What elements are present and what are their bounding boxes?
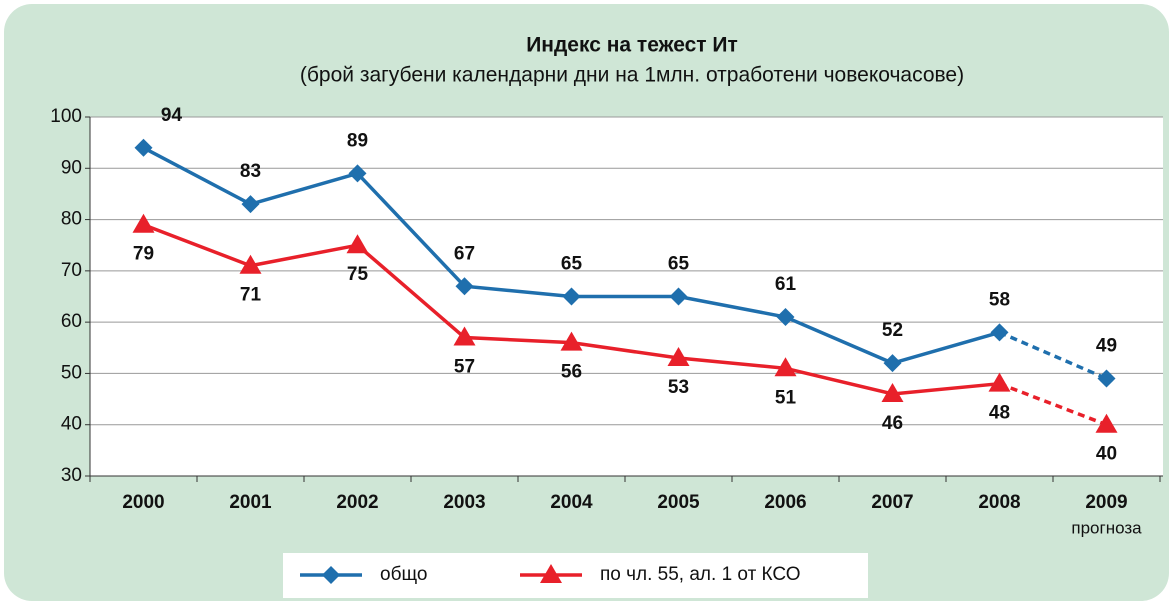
data-label: 52 <box>882 320 903 341</box>
x-tick-label: 2002 <box>336 492 378 513</box>
marker <box>883 354 902 373</box>
y-tick-label: 90 <box>61 157 82 178</box>
marker <box>241 195 260 214</box>
x-tick-label: 2006 <box>764 492 806 513</box>
y-tick-label: 40 <box>61 414 82 435</box>
data-label: 61 <box>775 274 797 295</box>
x-tick-label: 2009 <box>1085 492 1127 513</box>
legend-label: по чл. 55, ал. 1 от КСО <box>600 564 801 585</box>
data-label: 71 <box>240 285 262 306</box>
marker <box>562 287 581 306</box>
y-tick-label: 60 <box>61 311 82 332</box>
data-label: 79 <box>133 244 154 265</box>
x-tick-label: 2000 <box>122 492 164 513</box>
series-line <box>998 330 1108 381</box>
x-tick-label: 2003 <box>443 492 485 513</box>
x-tick-label: 2001 <box>229 492 272 513</box>
data-label: 65 <box>561 254 583 275</box>
data-label: 94 <box>161 105 183 126</box>
marker <box>455 277 474 296</box>
marker <box>348 164 367 183</box>
marker <box>881 382 904 402</box>
marker <box>239 254 262 274</box>
x-note: прогноза <box>1071 518 1142 537</box>
x-tick-label: 2004 <box>550 492 593 513</box>
data-label: 57 <box>454 357 475 378</box>
x-tick-label: 2007 <box>871 492 913 513</box>
marker <box>990 323 1009 342</box>
marker <box>346 234 369 254</box>
marker <box>1097 369 1116 388</box>
data-label: 83 <box>240 161 261 182</box>
marker <box>132 213 155 233</box>
data-label: 40 <box>1096 444 1117 465</box>
chart-subtitle: (брой загубени календарни дни на 1млн. о… <box>300 64 964 87</box>
marker <box>560 331 583 351</box>
marker <box>667 347 690 367</box>
x-tick-label: 2008 <box>978 492 1020 513</box>
data-label: 89 <box>347 130 368 151</box>
data-label: 58 <box>989 289 1010 310</box>
data-label: 56 <box>561 362 582 383</box>
marker <box>540 564 562 583</box>
legend-label: общо <box>380 564 427 585</box>
marker <box>774 357 797 377</box>
data-label: 46 <box>882 413 903 434</box>
marker <box>988 372 1011 392</box>
data-label: 67 <box>454 243 475 264</box>
data-label: 49 <box>1096 336 1117 357</box>
y-tick-label: 70 <box>61 260 82 281</box>
data-label: 75 <box>347 264 369 285</box>
chart-title: Индекс на тежест Ит <box>526 34 738 57</box>
x-tick-label: 2005 <box>657 492 700 513</box>
marker <box>776 308 795 327</box>
y-tick-label: 100 <box>50 106 82 127</box>
data-label: 48 <box>989 403 1010 424</box>
marker <box>669 287 688 306</box>
marker <box>322 566 340 584</box>
y-tick-label: 50 <box>61 362 82 383</box>
y-tick-label: 80 <box>61 209 82 230</box>
data-label: 65 <box>668 254 690 275</box>
y-tick-label: 30 <box>61 465 82 486</box>
marker <box>1095 413 1118 433</box>
marker <box>453 326 476 346</box>
data-label: 53 <box>668 377 689 398</box>
data-label: 51 <box>775 387 797 408</box>
marker <box>134 138 153 157</box>
